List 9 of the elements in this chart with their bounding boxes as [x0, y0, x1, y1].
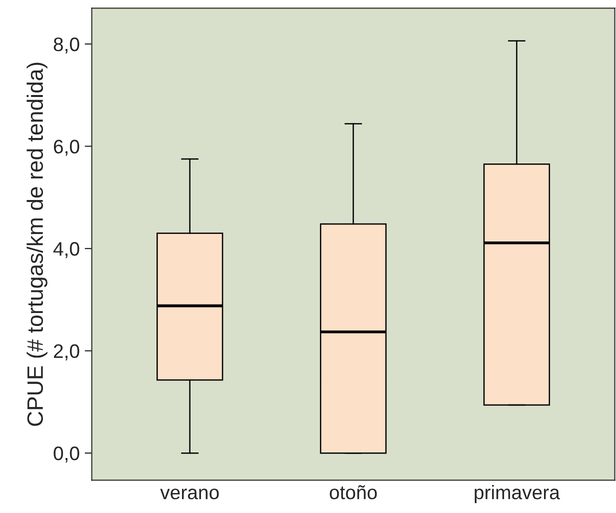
y-tick-label: 8,0 — [54, 37, 80, 54]
y-tick-label: 4,0 — [53, 242, 80, 258]
x-tick-label: otoño — [330, 485, 377, 500]
y-tick-label: 2,0 — [54, 344, 80, 360]
y-tick-label: 6,0 — [54, 140, 80, 156]
x-tick-label: primavera — [474, 485, 560, 504]
y-axis-title: CPUE (# tortugas/km de red tendida) — [26, 62, 48, 426]
y-tick-label: 0,0 — [54, 446, 80, 463]
x-tick-label: verano — [160, 488, 219, 500]
